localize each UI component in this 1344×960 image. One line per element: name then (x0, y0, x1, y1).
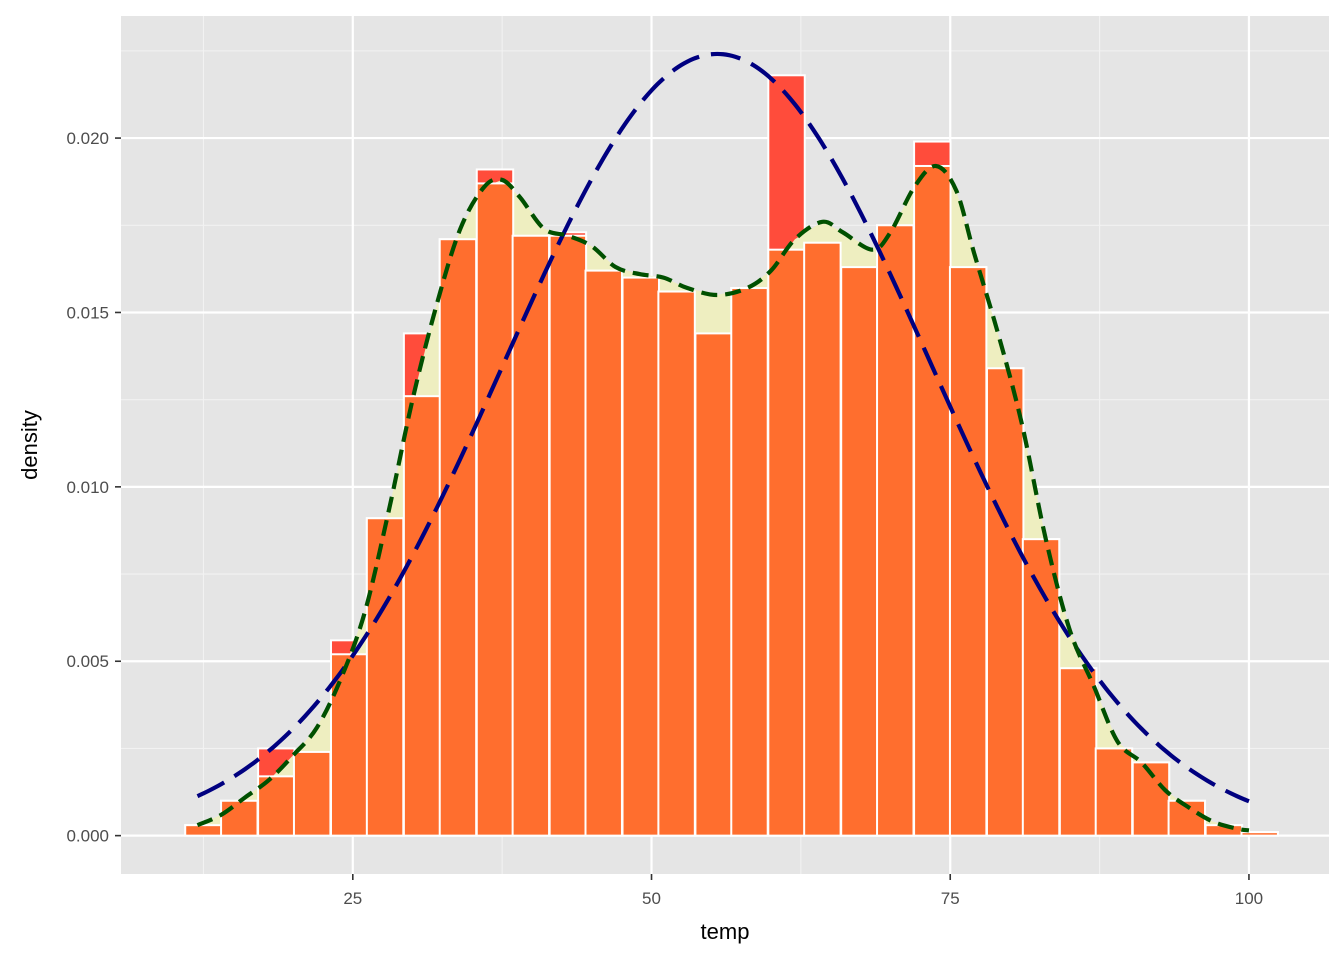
histogram-overlay-bar (621, 276, 660, 837)
histogram-overlay-bar (365, 517, 405, 837)
histogram-overlay-bar (1021, 538, 1061, 837)
histogram-overlay-bar (184, 824, 223, 837)
histogram-overlay-bar (548, 234, 588, 837)
histogram-overlay-bar (876, 224, 915, 837)
histogram-overlay-bar (840, 266, 879, 837)
histogram-overlay-bar (767, 248, 806, 837)
histogram-overlay-bar (985, 367, 1025, 837)
y-tick-label: 0.010 (66, 478, 109, 497)
histogram-overlay-bar (438, 238, 478, 837)
x-tick-label: 25 (343, 889, 362, 908)
histogram-overlay-bar (730, 287, 769, 837)
x-tick-label: 100 (1235, 889, 1263, 908)
y-tick-label: 0.015 (66, 303, 109, 322)
y-tick-label: 0.005 (66, 652, 109, 671)
density-lines (196, 51, 1250, 833)
histogram-front (184, 164, 1279, 837)
histogram-overlay-bar (1240, 831, 1279, 837)
histogram-overlay-bar (1094, 747, 1134, 837)
histogram-overlay-bar (1058, 667, 1098, 837)
histogram-overlay-bar (657, 290, 696, 837)
normal-curve-line (196, 51, 1250, 804)
histogram-overlay-bar (475, 182, 515, 837)
y-tick-label: 0.000 (66, 827, 109, 846)
histogram-overlay-bar (694, 332, 733, 837)
x-axis: 25 50 75 100 (343, 874, 1263, 908)
histogram-overlay-bar (292, 750, 332, 837)
histogram-overlay-bar (948, 266, 988, 837)
histogram-overlay-bar (511, 234, 551, 837)
y-axis-title: density (17, 410, 42, 480)
kernel-density-line (196, 163, 1250, 833)
histogram-overlay-bar (220, 799, 259, 837)
x-tick-label: 50 (642, 889, 661, 908)
x-tick-label: 75 (941, 889, 960, 908)
y-axis: 0.000 0.005 0.010 0.015 0.020 (66, 129, 121, 846)
histogram-overlay-bar (803, 241, 842, 837)
histogram-overlay-bar (402, 395, 442, 837)
histogram-overlay-bar (913, 164, 952, 837)
y-tick-label: 0.020 (66, 129, 109, 148)
x-axis-title: temp (701, 919, 750, 944)
histogram-overlay-bar (584, 269, 623, 837)
